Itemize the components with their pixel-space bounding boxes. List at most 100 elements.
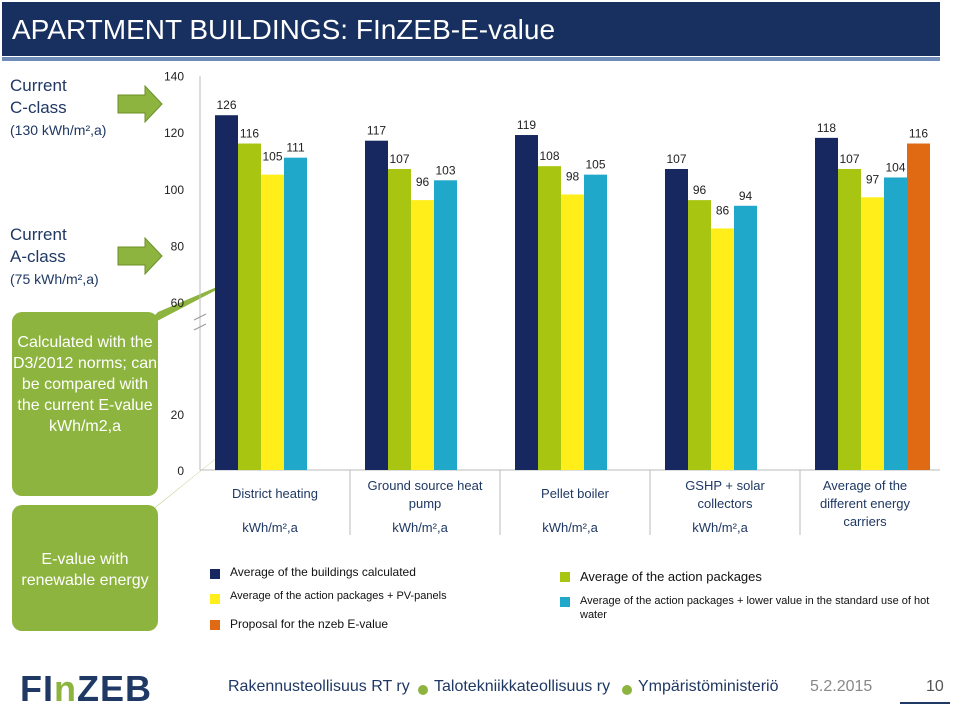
bar bbox=[815, 137, 838, 471]
legend-s4: Average of the action packages + lower v… bbox=[580, 595, 930, 621]
finzeb-logo: FInZEB bbox=[20, 668, 152, 710]
bar-value-label: 86 bbox=[716, 203, 730, 217]
footer-dot bbox=[622, 685, 632, 695]
bar bbox=[884, 177, 907, 471]
axis-break-mark bbox=[193, 323, 207, 331]
c-class-label: Current C-class (130 kWh/m²,a) bbox=[10, 75, 106, 141]
calculated-note-bubble: Calculated with the D3/2012 norms; can b… bbox=[12, 312, 158, 496]
bar-value-label: 96 bbox=[693, 183, 707, 197]
logo-part-a: FI bbox=[20, 668, 54, 709]
bar-value-label: 107 bbox=[839, 152, 859, 166]
footer-dot bbox=[418, 685, 428, 695]
footer-date: 5.2.2015 bbox=[810, 678, 873, 695]
bar bbox=[861, 197, 884, 471]
c-class-line2: C-class bbox=[10, 98, 67, 117]
bar-value-label: 104 bbox=[885, 160, 905, 174]
group-label: District heating bbox=[232, 486, 318, 501]
y-tick-label: 20 bbox=[171, 408, 185, 422]
bar bbox=[515, 135, 538, 470]
group-label: Average of the bbox=[823, 478, 907, 493]
a-class-line1: Current bbox=[10, 225, 67, 244]
bar bbox=[665, 168, 688, 471]
bar-value-label: 108 bbox=[539, 149, 559, 163]
group-label: pump bbox=[409, 496, 442, 511]
page-number: 10 bbox=[926, 678, 944, 695]
bar bbox=[838, 168, 861, 471]
bar bbox=[238, 143, 261, 470]
logo-part-b: n bbox=[54, 668, 77, 709]
legend-swatch-s2 bbox=[560, 572, 570, 582]
c-class-line1: Current bbox=[10, 76, 67, 95]
bar-value-label: 126 bbox=[216, 98, 236, 112]
bar bbox=[538, 166, 561, 470]
legend-swatch-s1 bbox=[210, 569, 220, 579]
group-label: different energy bbox=[820, 496, 911, 511]
a-class-label: Current A-class (75 kWh/m²,a) bbox=[10, 224, 99, 290]
y-tick-label: 80 bbox=[171, 239, 185, 253]
axis-break-mark bbox=[193, 313, 207, 321]
bar bbox=[215, 115, 238, 470]
bar-value-label: 111 bbox=[286, 141, 305, 155]
y-tick-label: 60 bbox=[171, 296, 185, 310]
arrow-a-class-icon bbox=[117, 236, 163, 276]
footer-org2: Talotekniikkateollisuus ry bbox=[434, 678, 611, 695]
bar-value-label: 97 bbox=[866, 172, 880, 186]
group-label: Ground source heat bbox=[368, 478, 483, 493]
bar-value-label: 118 bbox=[817, 121, 836, 135]
y-tick-label: 120 bbox=[164, 126, 184, 140]
bar bbox=[688, 200, 711, 470]
title-accent-line bbox=[2, 57, 940, 61]
legend-s1: Average of the buildings calculated bbox=[230, 565, 416, 579]
bar-value-label: 107 bbox=[666, 152, 686, 166]
bar-value-label: 105 bbox=[262, 150, 282, 164]
group-label: collectors bbox=[698, 496, 753, 511]
footer-org1: Rakennusteollisuus RT ry bbox=[228, 678, 410, 695]
group-unit-label: kWh/m²,a bbox=[392, 520, 448, 535]
c-class-line3: (130 kWh/m²,a) bbox=[10, 122, 107, 138]
evalue-note-text: E-value with renewable energy bbox=[21, 551, 149, 589]
arrow-c-class-icon bbox=[117, 84, 163, 124]
bar-value-label: 96 bbox=[416, 175, 430, 189]
bar-value-label: 119 bbox=[517, 118, 536, 132]
group-unit-label: kWh/m²,a bbox=[242, 520, 298, 535]
group-unit-label: kWh/m²,a bbox=[542, 520, 598, 535]
a-class-line2: A-class bbox=[10, 247, 66, 266]
bar bbox=[561, 194, 584, 470]
bar bbox=[411, 200, 434, 470]
bar-value-label: 116 bbox=[240, 127, 259, 141]
bar bbox=[907, 143, 930, 470]
evalue-note-bubble: E-value with renewable energy bbox=[12, 505, 158, 631]
footer-rule bbox=[900, 702, 950, 704]
footer-org3: Ympäristöministeriö bbox=[638, 678, 779, 695]
legend-s3: Average of the action packages + PV-pane… bbox=[230, 590, 447, 602]
bar bbox=[365, 140, 388, 470]
bar bbox=[261, 174, 284, 470]
bar bbox=[434, 180, 457, 470]
legend-swatch-s4 bbox=[560, 597, 570, 607]
legend-swatch-s3 bbox=[210, 594, 220, 604]
bar-value-label: 94 bbox=[739, 189, 753, 203]
bar bbox=[388, 168, 411, 471]
title-bar: APARTMENT BUILDINGS: FInZEB-E-value bbox=[2, 2, 940, 56]
legend-s2: Average of the action packages bbox=[580, 569, 762, 584]
page-title: APARTMENT BUILDINGS: FInZEB-E-value bbox=[12, 14, 556, 45]
bar-value-label: 105 bbox=[585, 158, 605, 172]
bar-value-label: 107 bbox=[389, 152, 409, 166]
logo-part-c: ZEB bbox=[77, 668, 152, 709]
y-tick-label: 100 bbox=[164, 183, 184, 197]
group-label: GSHP + solar bbox=[685, 478, 765, 493]
calculated-note-text: Calculated with the D3/2012 norms; can b… bbox=[12, 334, 158, 435]
y-tick-label: 0 bbox=[177, 464, 184, 478]
legend-swatch-s5 bbox=[210, 620, 220, 630]
bar-value-label: 116 bbox=[909, 127, 928, 141]
a-class-line3: (75 kWh/m²,a) bbox=[10, 271, 99, 287]
bar bbox=[711, 228, 734, 470]
bar-value-label: 98 bbox=[566, 169, 580, 183]
bar-value-label: 103 bbox=[435, 163, 455, 177]
y-tick-label: 140 bbox=[164, 70, 184, 84]
legend-s5: Proposal for the nzeb E-value bbox=[230, 617, 389, 631]
bar bbox=[734, 205, 757, 470]
group-unit-label: kWh/m²,a bbox=[692, 520, 748, 535]
bar-value-label: 117 bbox=[367, 124, 386, 138]
